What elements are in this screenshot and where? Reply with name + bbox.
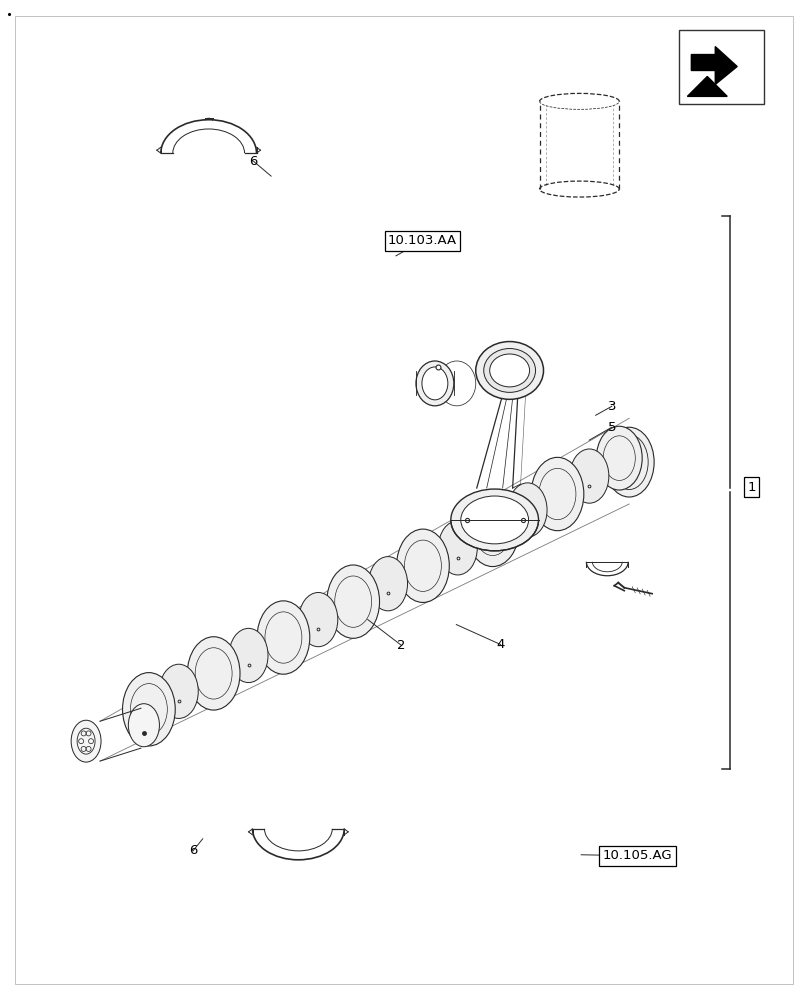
Ellipse shape [570, 449, 609, 503]
Text: 2: 2 [398, 639, 406, 652]
Ellipse shape [397, 529, 449, 602]
Ellipse shape [71, 720, 101, 762]
Ellipse shape [326, 565, 380, 638]
Text: 10.105.AG: 10.105.AG [603, 849, 672, 862]
Ellipse shape [451, 489, 539, 551]
Ellipse shape [508, 483, 547, 537]
Bar [680, 30, 764, 104]
Ellipse shape [461, 496, 528, 544]
Ellipse shape [368, 557, 407, 611]
Text: 1: 1 [747, 481, 756, 494]
Ellipse shape [416, 361, 454, 406]
Ellipse shape [299, 592, 338, 647]
Ellipse shape [229, 628, 268, 683]
Polygon shape [688, 76, 727, 96]
Ellipse shape [422, 367, 448, 400]
Ellipse shape [438, 521, 478, 575]
Ellipse shape [490, 354, 529, 387]
Polygon shape [692, 47, 737, 84]
Ellipse shape [476, 342, 544, 399]
Text: 3: 3 [608, 400, 616, 413]
Ellipse shape [484, 349, 536, 392]
Text: 6: 6 [189, 844, 197, 857]
Text: 10.103.AA: 10.103.AA [388, 234, 457, 247]
Ellipse shape [531, 457, 584, 531]
Text: 4: 4 [496, 638, 505, 651]
Ellipse shape [604, 427, 654, 497]
Ellipse shape [159, 664, 198, 718]
Text: 5: 5 [608, 421, 616, 434]
Ellipse shape [123, 673, 175, 746]
Ellipse shape [466, 493, 519, 567]
Ellipse shape [257, 601, 309, 674]
Text: 6: 6 [249, 155, 258, 168]
Ellipse shape [596, 426, 642, 490]
Ellipse shape [128, 704, 159, 747]
Ellipse shape [187, 637, 240, 710]
